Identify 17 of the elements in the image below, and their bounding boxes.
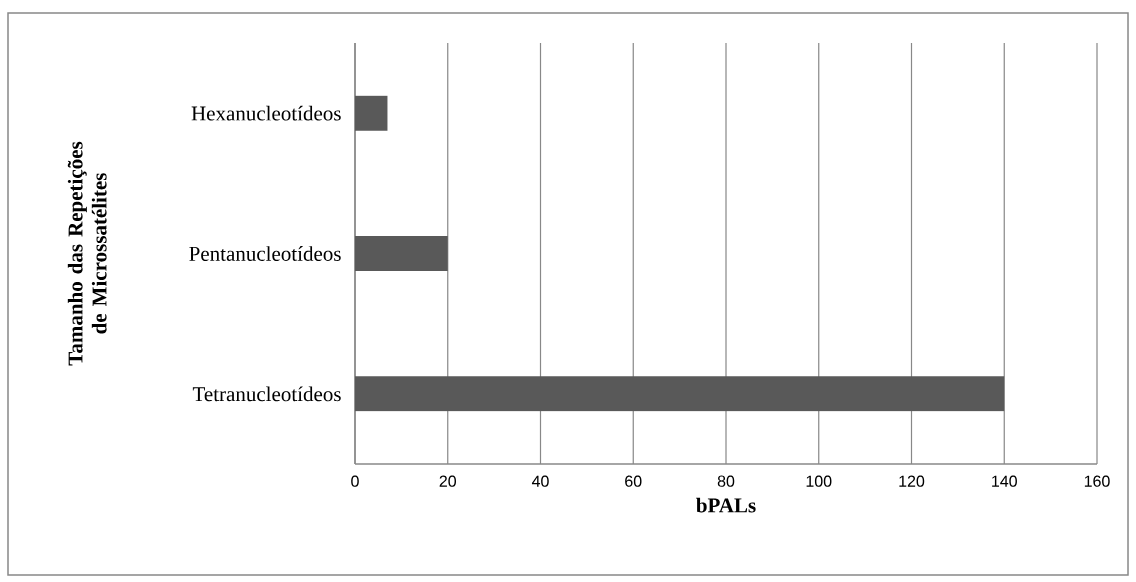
- x-tick-label: 0: [351, 475, 359, 487]
- bar: [355, 95, 388, 131]
- x-tick-label: 160: [1084, 475, 1110, 487]
- x-tick-label: 40: [531, 475, 549, 487]
- x-tick-label: 140: [992, 475, 1017, 487]
- y-axis-title: Tamanho das Repetições de Microssatélites: [67, 141, 107, 366]
- x-tick-label: 20: [439, 475, 457, 487]
- bar: [355, 236, 448, 272]
- x-axis-title: bPALs: [696, 497, 756, 513]
- x-tick-label: 60: [625, 475, 642, 487]
- y-tick-label: Hexanucleotídeos: [191, 105, 341, 121]
- y-tick-label: Pentanucleotídeos: [189, 246, 341, 261]
- x-tick-label: 100: [806, 475, 832, 487]
- bar: [355, 376, 1005, 412]
- y-tick-label: Tetranucleotídeos: [192, 386, 341, 402]
- x-tick-label: 80: [717, 475, 735, 487]
- x-tick-label: 120: [899, 475, 925, 487]
